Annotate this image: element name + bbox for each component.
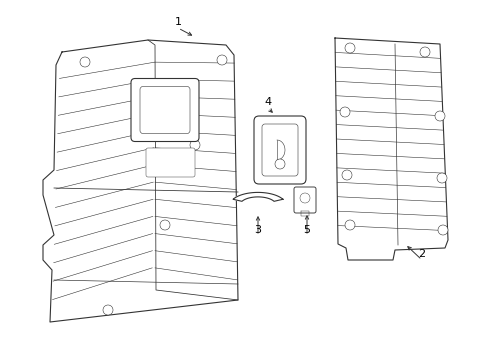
Polygon shape: [43, 40, 238, 322]
Circle shape: [436, 173, 446, 183]
Polygon shape: [334, 38, 447, 260]
Circle shape: [339, 107, 349, 117]
FancyBboxPatch shape: [262, 124, 297, 176]
FancyBboxPatch shape: [146, 148, 195, 177]
Text: 4: 4: [264, 97, 271, 107]
Circle shape: [190, 140, 200, 150]
FancyBboxPatch shape: [253, 116, 305, 184]
Text: 3: 3: [254, 225, 261, 235]
Circle shape: [299, 193, 309, 203]
Circle shape: [341, 170, 351, 180]
Text: 1: 1: [174, 17, 181, 27]
Polygon shape: [233, 192, 283, 201]
FancyBboxPatch shape: [293, 187, 315, 213]
Text: 5: 5: [303, 225, 310, 235]
Circle shape: [80, 57, 90, 67]
Circle shape: [160, 220, 170, 230]
FancyBboxPatch shape: [131, 78, 199, 141]
Circle shape: [437, 225, 447, 235]
Circle shape: [434, 111, 444, 121]
Circle shape: [217, 55, 226, 65]
Circle shape: [345, 220, 354, 230]
Circle shape: [274, 159, 285, 169]
Circle shape: [103, 305, 113, 315]
Text: 2: 2: [418, 249, 425, 259]
Circle shape: [345, 43, 354, 53]
Circle shape: [419, 47, 429, 57]
FancyBboxPatch shape: [140, 86, 190, 134]
